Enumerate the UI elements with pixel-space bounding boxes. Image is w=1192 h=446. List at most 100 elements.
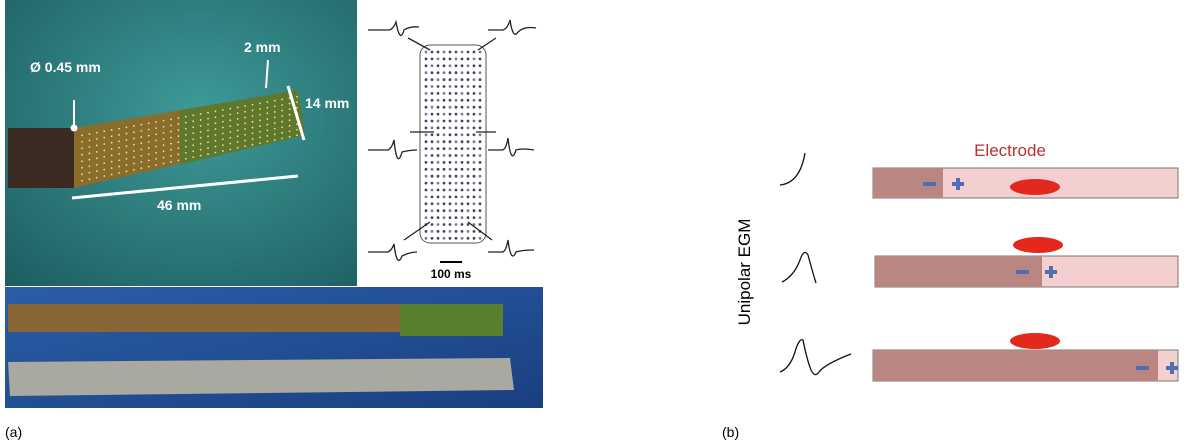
dot [461, 209, 464, 212]
dot [461, 154, 464, 157]
dot [455, 51, 458, 54]
dot [431, 92, 434, 95]
dot [437, 127, 440, 130]
dot [163, 156, 165, 158]
dot [200, 155, 202, 157]
dot [437, 223, 440, 226]
dot [289, 119, 291, 121]
dot [118, 172, 120, 174]
dot [96, 151, 98, 153]
dot [467, 113, 470, 116]
dot [148, 141, 150, 143]
dot [473, 58, 476, 61]
dot [81, 154, 83, 156]
dot [461, 140, 464, 143]
dot [437, 106, 440, 109]
dot [274, 139, 276, 141]
dot [431, 64, 434, 67]
dot [473, 202, 476, 205]
dot [148, 153, 150, 155]
dot [126, 133, 128, 135]
dot [103, 137, 105, 139]
dot [259, 142, 261, 144]
dot [461, 175, 464, 178]
dot [467, 175, 470, 178]
dot [229, 119, 231, 121]
dot [222, 144, 224, 146]
dot [155, 127, 157, 129]
dot [455, 85, 458, 88]
dot [455, 99, 458, 102]
dot [244, 111, 246, 113]
dot [200, 131, 202, 133]
dot [443, 230, 446, 233]
panel-label: (b) [722, 424, 739, 440]
dot [266, 141, 268, 143]
dot [155, 164, 157, 166]
dot [229, 131, 231, 133]
dot [443, 237, 446, 240]
dot [222, 138, 224, 140]
dot [455, 78, 458, 81]
dot [479, 51, 482, 54]
dot [200, 149, 202, 151]
dot [437, 113, 440, 116]
dot [449, 106, 452, 109]
dot [274, 111, 276, 113]
dot [473, 127, 476, 130]
dot [200, 125, 202, 127]
dot [155, 140, 157, 142]
dot [461, 202, 464, 205]
dot [207, 118, 209, 120]
dot [437, 58, 440, 61]
dot [479, 120, 482, 123]
dot [207, 112, 209, 114]
dot [237, 106, 239, 108]
dot [449, 175, 452, 178]
dot [192, 120, 194, 122]
dot [96, 132, 98, 134]
dot [449, 202, 452, 205]
dot [215, 146, 217, 148]
dot [266, 118, 268, 120]
dot [431, 237, 434, 240]
dot [170, 161, 172, 163]
dot [455, 196, 458, 199]
dot [479, 237, 482, 240]
dot [431, 58, 434, 61]
dot [443, 133, 446, 136]
dot [252, 132, 254, 134]
dot [163, 120, 165, 122]
dot [252, 144, 254, 146]
dot [185, 116, 187, 118]
dot [289, 125, 291, 127]
dot [281, 115, 283, 117]
dot [467, 99, 470, 102]
dot [461, 85, 464, 88]
dot [443, 202, 446, 205]
dot [479, 99, 482, 102]
dot [473, 161, 476, 164]
dot [437, 78, 440, 81]
scale-label: 100 ms [431, 267, 472, 281]
dot [455, 92, 458, 95]
dot [425, 99, 428, 102]
dot [479, 189, 482, 192]
dot [449, 99, 452, 102]
dot [467, 216, 470, 219]
dot [449, 237, 452, 240]
dot [163, 138, 165, 140]
dot [443, 99, 446, 102]
dot [473, 189, 476, 192]
dot [431, 230, 434, 233]
dot [185, 146, 187, 148]
dot [449, 120, 452, 123]
dot [103, 150, 105, 152]
dot [207, 135, 209, 137]
dot [126, 164, 128, 166]
dot [155, 146, 157, 148]
dot [455, 154, 458, 157]
connector [8, 128, 74, 188]
dot [222, 133, 224, 135]
dot [479, 216, 482, 219]
